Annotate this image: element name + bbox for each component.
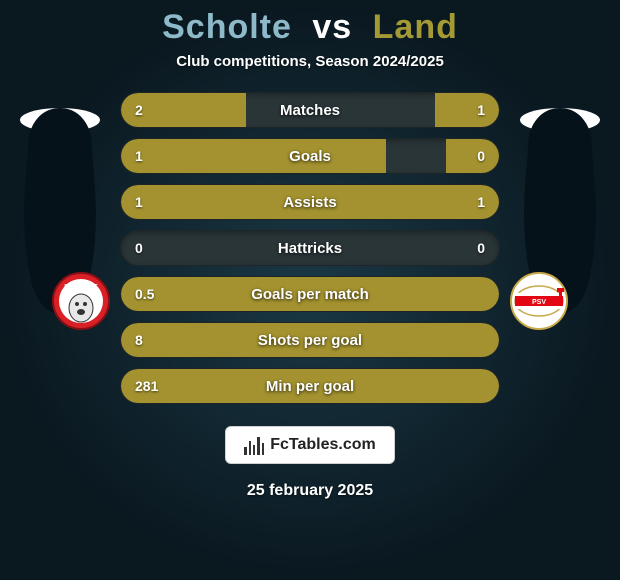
stat-row: 2 1 Matches <box>120 92 500 128</box>
branding-box[interactable]: FcTables.com <box>225 426 395 464</box>
title: Scholte vs Land <box>162 8 458 47</box>
stat-value-right: 1 <box>477 194 485 210</box>
left-side: DORDRECHT <box>10 92 110 316</box>
main-area: DORDRECHT 2 1 Matches 1 0 Goals 1 1 Assists 0 0 Hat… <box>0 92 620 404</box>
stat-value-left: 2 <box>135 102 143 118</box>
stat-value-left: 0 <box>135 240 143 256</box>
subtitle: Club competitions, Season 2024/2025 <box>176 53 444 70</box>
player2-name: Land <box>373 8 458 46</box>
comparison-card: Scholte vs Land Club competitions, Seaso… <box>0 0 620 580</box>
crest1-text: DORDRECHT <box>64 284 98 290</box>
team2-crest: PSV <box>510 272 568 330</box>
vs-label: vs <box>312 8 352 46</box>
stat-label: Goals <box>289 148 331 165</box>
bar-right <box>446 139 499 173</box>
stat-value-left: 1 <box>135 194 143 210</box>
right-side: PSV <box>510 92 610 316</box>
stat-label: Min per goal <box>266 378 354 395</box>
stat-value-left: 8 <box>135 332 143 348</box>
stat-row: 1 1 Assists <box>120 184 500 220</box>
bar-right <box>310 185 499 219</box>
player1-name: Scholte <box>162 8 292 46</box>
stat-row: 281 Min per goal <box>120 368 500 404</box>
bar-right <box>435 93 499 127</box>
bar-left <box>121 139 386 173</box>
stat-value-left: 1 <box>135 148 143 164</box>
stat-row: 0.5 Goals per match <box>120 276 500 312</box>
crest2-text: PSV <box>532 299 546 306</box>
bar-left <box>121 185 310 219</box>
team1-crest: DORDRECHT <box>52 272 110 330</box>
stat-label: Assists <box>283 194 336 211</box>
stat-label: Shots per goal <box>258 332 362 349</box>
stat-value-right: 1 <box>477 102 485 118</box>
stat-value-left: 281 <box>135 378 158 394</box>
branding-text: FcTables.com <box>270 436 376 454</box>
stat-value-left: 0.5 <box>135 286 154 302</box>
stat-label: Hattricks <box>278 240 342 257</box>
date-text: 25 february 2025 <box>247 482 373 500</box>
stat-row: 1 0 Goals <box>120 138 500 174</box>
stat-label: Goals per match <box>251 286 369 303</box>
stat-label: Matches <box>280 102 340 119</box>
stat-value-right: 0 <box>477 148 485 164</box>
stat-value-right: 0 <box>477 240 485 256</box>
chart-icon <box>244 435 264 455</box>
stat-row: 8 Shots per goal <box>120 322 500 358</box>
stat-row: 0 0 Hattricks <box>120 230 500 266</box>
stats-column: 2 1 Matches 1 0 Goals 1 1 Assists 0 0 Hattricks 0.5 G… <box>120 92 500 404</box>
